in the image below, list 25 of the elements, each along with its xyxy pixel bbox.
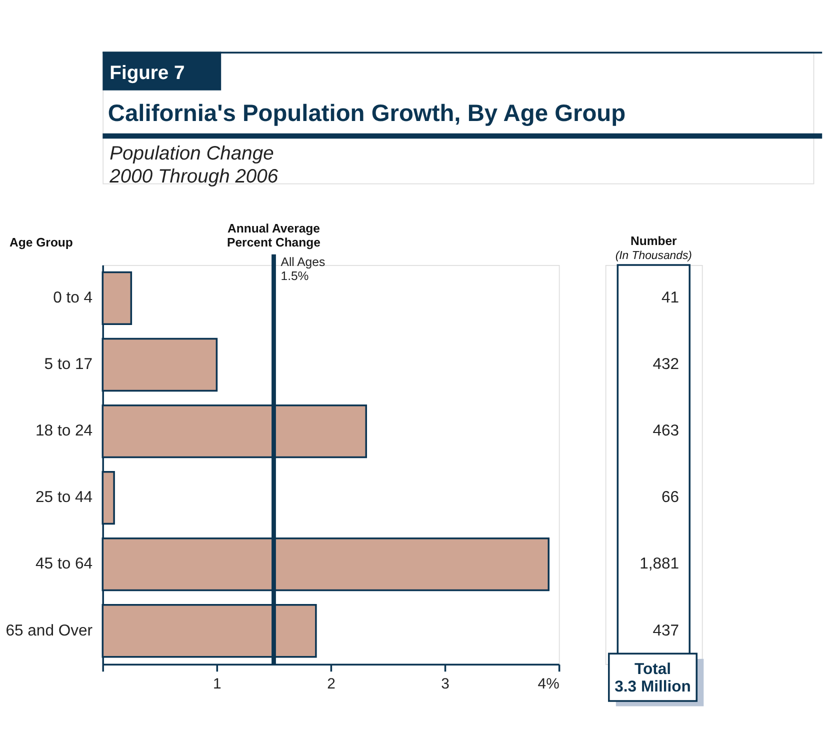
- data-label: 463: [652, 422, 680, 440]
- data-label: 41: [662, 290, 680, 307]
- x-axis-title: Annual Average Percent Change: [227, 221, 321, 250]
- x-tick-label: 4%: [538, 676, 560, 692]
- y-axis-title: Age Group: [10, 236, 73, 250]
- y-tick-label: 0 to 4: [53, 290, 93, 307]
- ref-line-label: All Ages 1.5%: [280, 254, 326, 283]
- y-tick-label: 5 to 17: [44, 356, 93, 374]
- data-label: 1,881: [640, 556, 680, 573]
- data-label: 437: [652, 622, 680, 640]
- y-tick-label: 18 to 24: [36, 422, 93, 440]
- data-label: 66: [662, 489, 680, 506]
- y-tick-label: 25 to 44: [36, 489, 93, 506]
- caption: Figure 7: [110, 62, 185, 84]
- x-tick-label: 2: [327, 676, 336, 692]
- chart-subtitle: Population Change 2000 Through 2006: [108, 144, 278, 188]
- chart-title: California's Population Growth, By Age Group: [108, 101, 626, 128]
- x-tick-label: 3: [441, 676, 450, 692]
- y-tick-label: 45 to 64: [36, 556, 93, 573]
- y-tick-label: 65 and Over: [6, 622, 93, 640]
- text: Number: [630, 234, 678, 248]
- data-label: 432: [652, 356, 680, 374]
- x-tick-label: 1: [213, 676, 222, 692]
- text: Total 3.3 Million: [614, 660, 691, 696]
- text: (In Thousands): [615, 250, 692, 262]
